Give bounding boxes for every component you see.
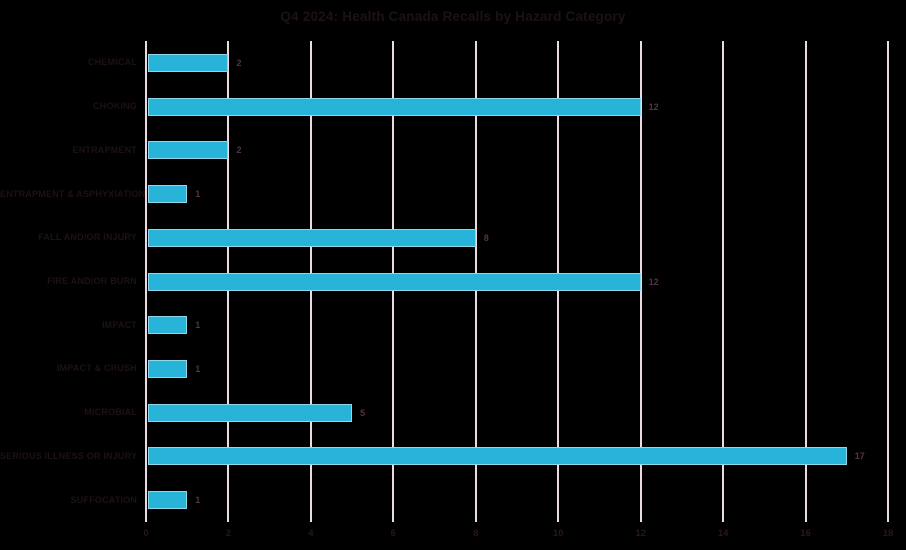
- category-label: CHEMICAL: [87, 57, 137, 68]
- x-tick-label: 12: [635, 528, 646, 539]
- bar-value-label: 1: [195, 495, 201, 506]
- category-label: SERIOUS ILLNESS OR INJURY: [0, 450, 138, 461]
- bar-value-label: 5: [360, 407, 366, 418]
- bar-value-label: 2: [236, 57, 242, 68]
- category-label: SUFFOCATION: [70, 494, 137, 505]
- bar: [148, 228, 476, 247]
- bar-value-label: 17: [854, 451, 865, 462]
- bar: [148, 185, 188, 204]
- bar: [148, 272, 641, 291]
- bar: [148, 316, 188, 335]
- category-label: CHOKING: [93, 101, 137, 112]
- category-label: IMPACT & CRUSH: [56, 363, 137, 374]
- x-tick-label: 18: [882, 528, 894, 539]
- bar-value-label: 8: [483, 232, 489, 243]
- category-label: MICROBIAL: [84, 407, 137, 418]
- x-tick-label: 16: [800, 528, 811, 539]
- bar-value-label: 12: [648, 101, 659, 112]
- bar-value-label: 1: [195, 320, 201, 331]
- gridline: [887, 41, 889, 522]
- chart-title: Q4 2024: Health Canada Recalls by Hazard…: [280, 9, 626, 24]
- bar: [148, 491, 188, 510]
- x-tick-label: 0: [143, 528, 149, 539]
- gridline: [639, 41, 642, 522]
- x-tick-label: 8: [473, 528, 479, 539]
- bar: [148, 447, 847, 466]
- category-label: ENTRAPMENT & ASPHYXIATION: [0, 188, 146, 199]
- gridline: [804, 41, 807, 522]
- bar: [148, 97, 641, 116]
- bar: [148, 53, 229, 72]
- bar-value-label: 1: [195, 189, 201, 200]
- bar: [148, 403, 353, 422]
- category-label: FIRE AND/OR BURN: [47, 276, 137, 286]
- bar-value-label: 1: [195, 363, 201, 374]
- x-tick-label: 10: [552, 528, 564, 539]
- category-label: IMPACT: [101, 319, 137, 330]
- bar-value-label: 12: [648, 276, 659, 287]
- category-label: FALL AND/OR INJURY: [38, 232, 137, 243]
- x-tick-label: 4: [308, 528, 314, 539]
- x-tick-label: 6: [390, 528, 396, 539]
- plot-area: 2 12 2 1 8 12 1 1 5 17 1: [145, 41, 889, 522]
- category-label: ENTRAPMENT: [72, 144, 137, 155]
- gridline: [722, 41, 725, 522]
- x-tick-label: 14: [717, 528, 729, 539]
- gridline: [145, 41, 147, 522]
- category-axis: CHEMICAL CHOKING ENTRAPMENT ENTRAPMENT & AS…: [0, 41, 146, 522]
- x-tick-label: 2: [225, 528, 232, 539]
- bar: [148, 359, 188, 378]
- bar: [148, 141, 229, 160]
- bar-value-label: 2: [236, 145, 242, 156]
